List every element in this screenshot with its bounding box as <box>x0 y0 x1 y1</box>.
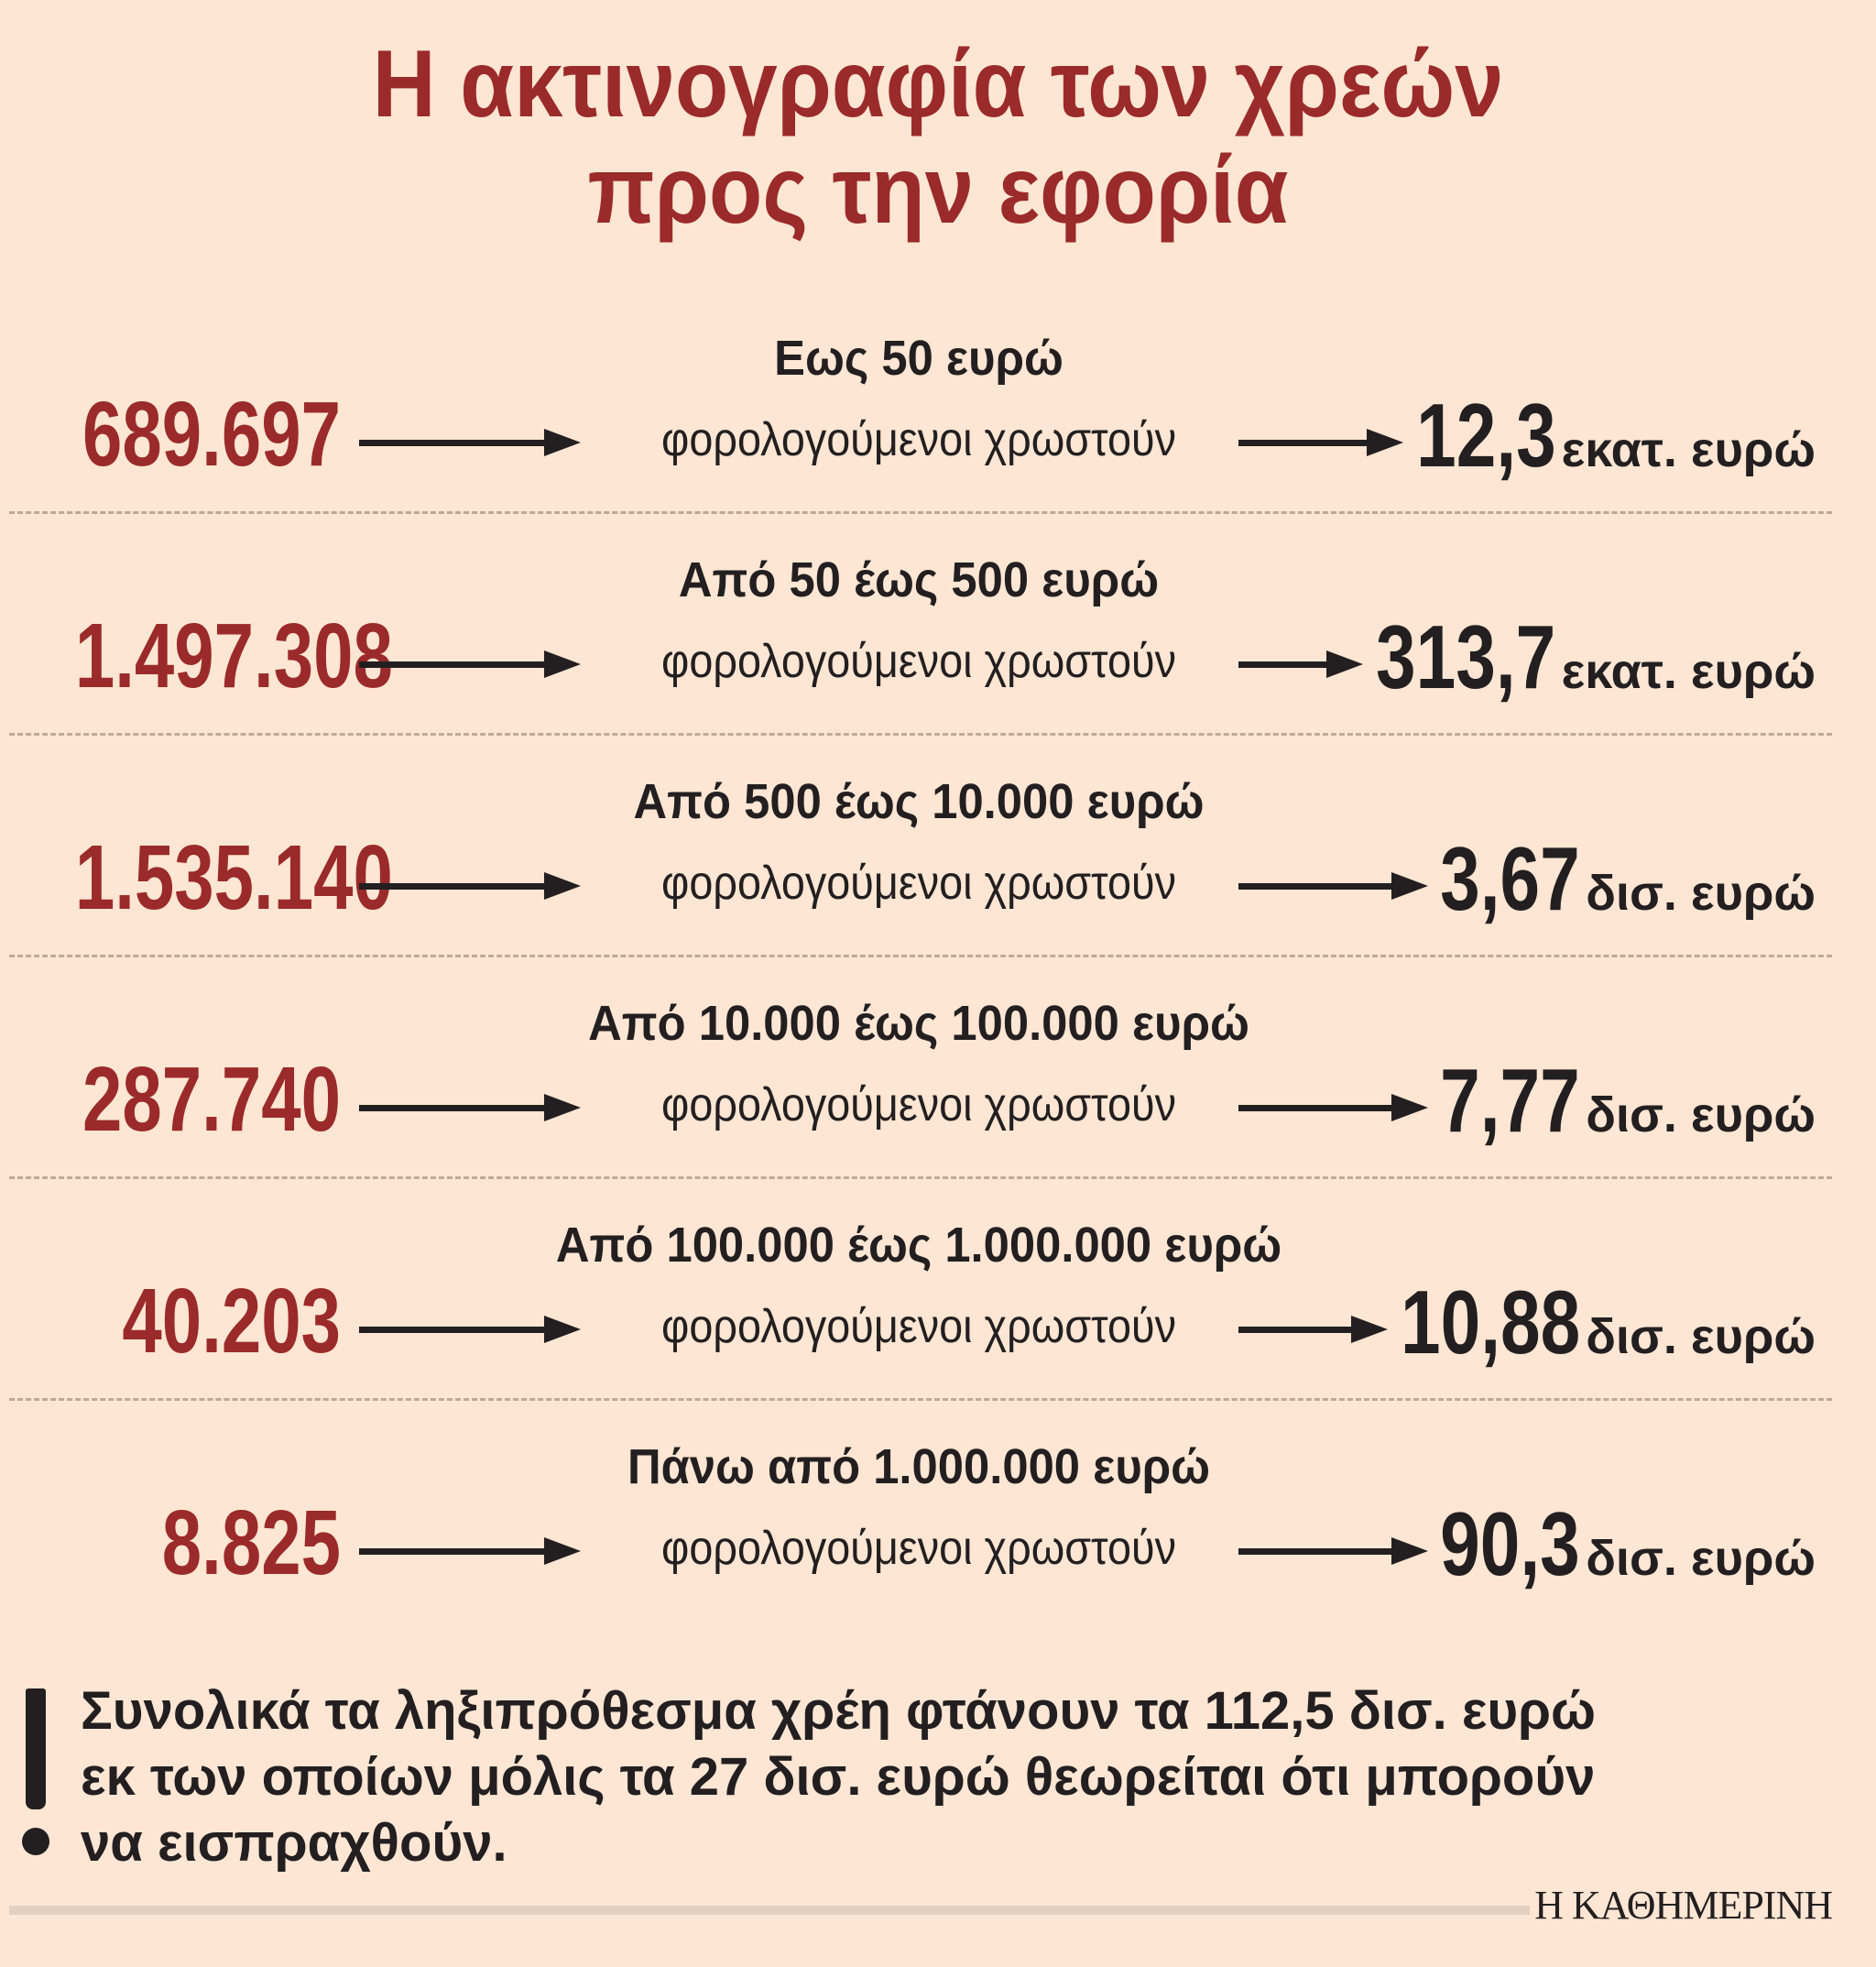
debt-amount-group: 313,7 εκατ. ευρώ <box>1331 612 1816 702</box>
right-arrow-icon <box>359 1537 581 1565</box>
debt-unit: εκατ. ευρώ <box>1561 422 1816 477</box>
owe-label: φορολογούμενοι χρωστούν <box>661 635 1176 688</box>
debt-amount-group: 7,77 δισ. ευρώ <box>1405 1055 1816 1145</box>
bracket-range-label: Από 100.000 έως 1.000.000 ευρώ <box>555 1218 1282 1273</box>
bracket-range-label: Από 500 έως 10.000 ευρώ <box>633 774 1205 829</box>
right-arrow-icon <box>1238 429 1404 456</box>
taxpayer-count: 287.740 <box>82 1048 342 1151</box>
debt-amount: 7,77 <box>1440 1050 1581 1151</box>
owe-label: φορολογούμενοι χρωστούν <box>661 857 1176 910</box>
right-arrow-icon <box>1238 650 1364 678</box>
summary-note-line: να εισπραχθούν. <box>81 1813 507 1873</box>
debt-amount-group: 12,3 εκατ. ευρώ <box>1381 390 1816 480</box>
right-arrow-icon <box>359 1094 581 1121</box>
debt-amount-group: 90,3 δισ. ευρώ <box>1405 1499 1816 1589</box>
owe-label: φορολογούμενοι χρωστούν <box>661 1522 1176 1575</box>
taxpayer-count: 1.535.140 <box>74 826 393 929</box>
right-arrow-icon <box>359 872 581 900</box>
debt-bracket-row: Πάνω από 1.000.000 ευρώ 8.825 φορολογούμεν… <box>0 1422 1876 1644</box>
debt-unit: δισ. ευρώ <box>1586 866 1816 921</box>
debt-amount: 10,88 <box>1401 1272 1581 1372</box>
bracket-range-label: Εως 50 ευρώ <box>774 331 1063 386</box>
owe-label: φορολογούμενοι χρωστούν <box>661 1078 1176 1131</box>
debt-amount: 313,7 <box>1376 606 1556 707</box>
debt-unit: δισ. ευρώ <box>1586 1087 1816 1142</box>
exclamation-icon <box>20 1688 51 1863</box>
footer-rule <box>9 1906 1530 1915</box>
debt-unit: εκατ. ευρώ <box>1561 644 1816 699</box>
taxpayer-count: 8.825 <box>161 1492 341 1594</box>
bracket-range-label: Από 50 έως 500 ευρώ <box>678 552 1160 607</box>
debt-bracket-row: Από 50 έως 500 ευρώ 1.497.308 φορολογούμεν… <box>0 535 1876 757</box>
debt-amount: 3,67 <box>1440 828 1581 929</box>
right-arrow-icon <box>359 650 581 678</box>
summary-note-line: εκ των οποίων μόλις τα 27 δισ. ευρώ θεωρ… <box>81 1747 1596 1807</box>
debt-unit: δισ. ευρώ <box>1586 1309 1816 1364</box>
debt-unit: δισ. ευρώ <box>1586 1531 1816 1586</box>
row-divider <box>9 733 1832 736</box>
right-arrow-icon <box>359 1316 581 1343</box>
debt-amount: 90,3 <box>1440 1493 1581 1594</box>
debt-bracket-row: Από 10.000 έως 100.000 ευρώ 287.740 φορολο… <box>0 978 1876 1200</box>
debt-bracket-row: Από 500 έως 10.000 ευρώ 1.535.140 φορολογο… <box>0 757 1876 978</box>
right-arrow-icon <box>1238 1094 1428 1121</box>
debt-amount-group: 10,88 δισ. ευρώ <box>1356 1277 1816 1367</box>
right-arrow-icon <box>359 429 581 456</box>
bracket-range-label: Από 10.000 έως 100.000 ευρώ <box>588 996 1249 1051</box>
debt-amount-group: 3,67 δισ. ευρώ <box>1405 834 1816 923</box>
taxpayer-count: 40.203 <box>122 1270 341 1372</box>
row-divider <box>9 955 1832 957</box>
right-arrow-icon <box>1238 1537 1428 1565</box>
row-divider <box>9 1176 1832 1179</box>
owe-label: φορολογούμενοι χρωστούν <box>661 1300 1176 1353</box>
publisher-logo: Η ΚΑΘΗΜΕΡΙΝΗ <box>1534 1883 1833 1928</box>
summary-note: Συνολικά τα ληξιπρόθεσμα χρέη φτάνουν τα… <box>81 1678 1821 1876</box>
page-title-line-2: προς την εφορία <box>587 137 1289 244</box>
taxpayer-count: 1.497.308 <box>74 605 393 707</box>
debt-bracket-row: Από 100.000 έως 1.000.000 ευρώ 40.203 φορο… <box>0 1200 1876 1422</box>
row-divider <box>9 1398 1832 1401</box>
row-divider <box>9 511 1832 514</box>
summary-note-line: Συνολικά τα ληξιπρόθεσμα χρέη φτάνουν τα… <box>81 1681 1597 1741</box>
bracket-range-label: Πάνω από 1.000.000 ευρώ <box>627 1439 1211 1494</box>
page-title-line-1: Η ακτινογραφία των χρεών <box>372 31 1504 137</box>
debt-bracket-row: Εως 50 ευρώ 689.697 φορολογούμενοι χρωστού… <box>0 313 1876 535</box>
taxpayer-count: 689.697 <box>82 383 342 486</box>
right-arrow-icon <box>1238 1316 1389 1343</box>
debt-amount: 12,3 <box>1416 385 1556 486</box>
owe-label: φορολογούμενοι χρωστούν <box>661 413 1176 466</box>
right-arrow-icon <box>1238 872 1428 900</box>
